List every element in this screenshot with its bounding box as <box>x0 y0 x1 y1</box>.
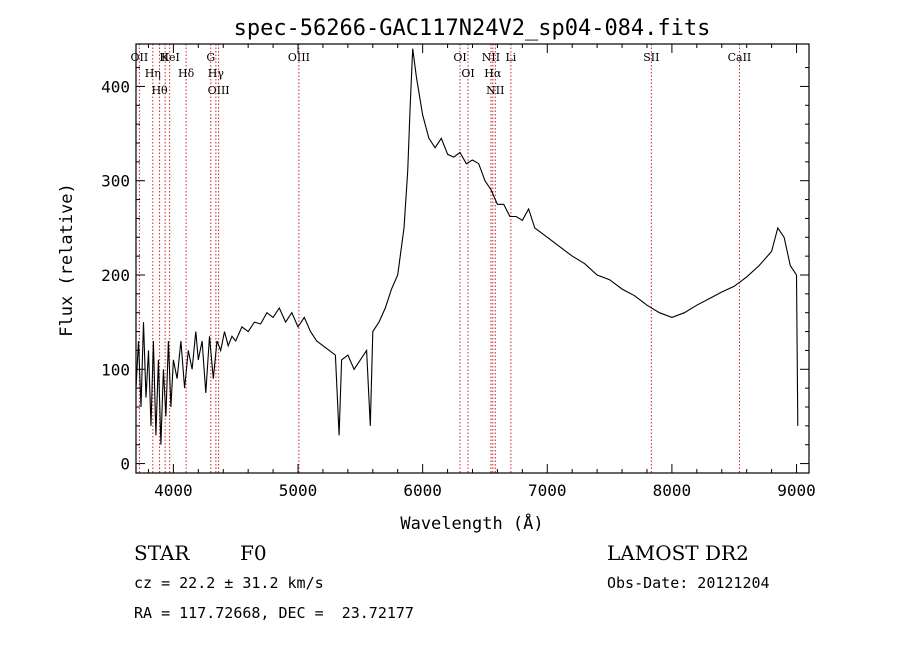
x-tick-label-4: 8000 <box>653 481 692 500</box>
x-tick-label-2: 6000 <box>403 481 442 500</box>
spectral-line-markers <box>138 44 740 473</box>
y-tick-label-4: 400 <box>101 77 130 96</box>
line-label-10: OI <box>453 51 466 64</box>
x-tick-label-0: 4000 <box>154 481 193 500</box>
line-label-15: Li <box>505 51 516 64</box>
line-label-1: Hη <box>145 67 161 80</box>
spectrum-line <box>135 48 799 445</box>
x-tick-label-1: 5000 <box>279 481 318 500</box>
x-tick-label-3: 7000 <box>528 481 567 500</box>
redshift-text: cz = 22.2 ± 31.2 km/s <box>134 574 324 592</box>
line-label-16: SII <box>643 51 659 64</box>
line-label-2: Hθ <box>151 84 168 97</box>
line-label-6: G <box>206 51 215 64</box>
line-label-14: NII <box>486 84 504 97</box>
line-label-12: NII <box>482 51 500 64</box>
plot-frame <box>135 43 810 474</box>
y-tick-label-1: 100 <box>101 360 130 379</box>
x-tick-label-5: 9000 <box>777 481 816 500</box>
y-tick-label-3: 300 <box>101 172 130 191</box>
x-axis-ticks: 4000 5000 6000 7000 8000 9000 <box>147 44 816 500</box>
y-axis-label: Flux (relative) <box>57 183 77 337</box>
obs-date-text: Obs-Date: 20121204 <box>607 574 770 592</box>
line-label-9: OIII <box>288 51 310 64</box>
line-label-3: K <box>161 51 170 64</box>
coordinates-text: RA = 117.72668, DEC = 23.72177 <box>134 604 414 622</box>
survey-name: LAMOST DR2 <box>607 541 749 565</box>
x-axis-label: Wavelength (Å) <box>400 512 543 534</box>
line-label-4: HeI <box>159 51 179 64</box>
line-label-7: Hγ <box>208 67 225 80</box>
y-axis-ticks: 0 100 200 300 400 <box>101 67 809 474</box>
y-tick-label-2: 200 <box>101 266 130 285</box>
line-label-5: Hδ <box>178 67 195 80</box>
line-label-13: Hα <box>484 67 502 80</box>
object-class: STAR <box>134 541 190 565</box>
object-subclass: F0 <box>240 541 267 565</box>
y-tick-label-0: 0 <box>120 455 130 474</box>
chart-title: spec-56266-GAC117N24V2_sp04-084.fits <box>234 16 711 41</box>
line-label-8: OIII <box>208 84 230 97</box>
line-label-11: OI <box>461 67 474 80</box>
line-label-0: OII <box>131 51 149 64</box>
line-label-17: CaII <box>728 51 752 64</box>
